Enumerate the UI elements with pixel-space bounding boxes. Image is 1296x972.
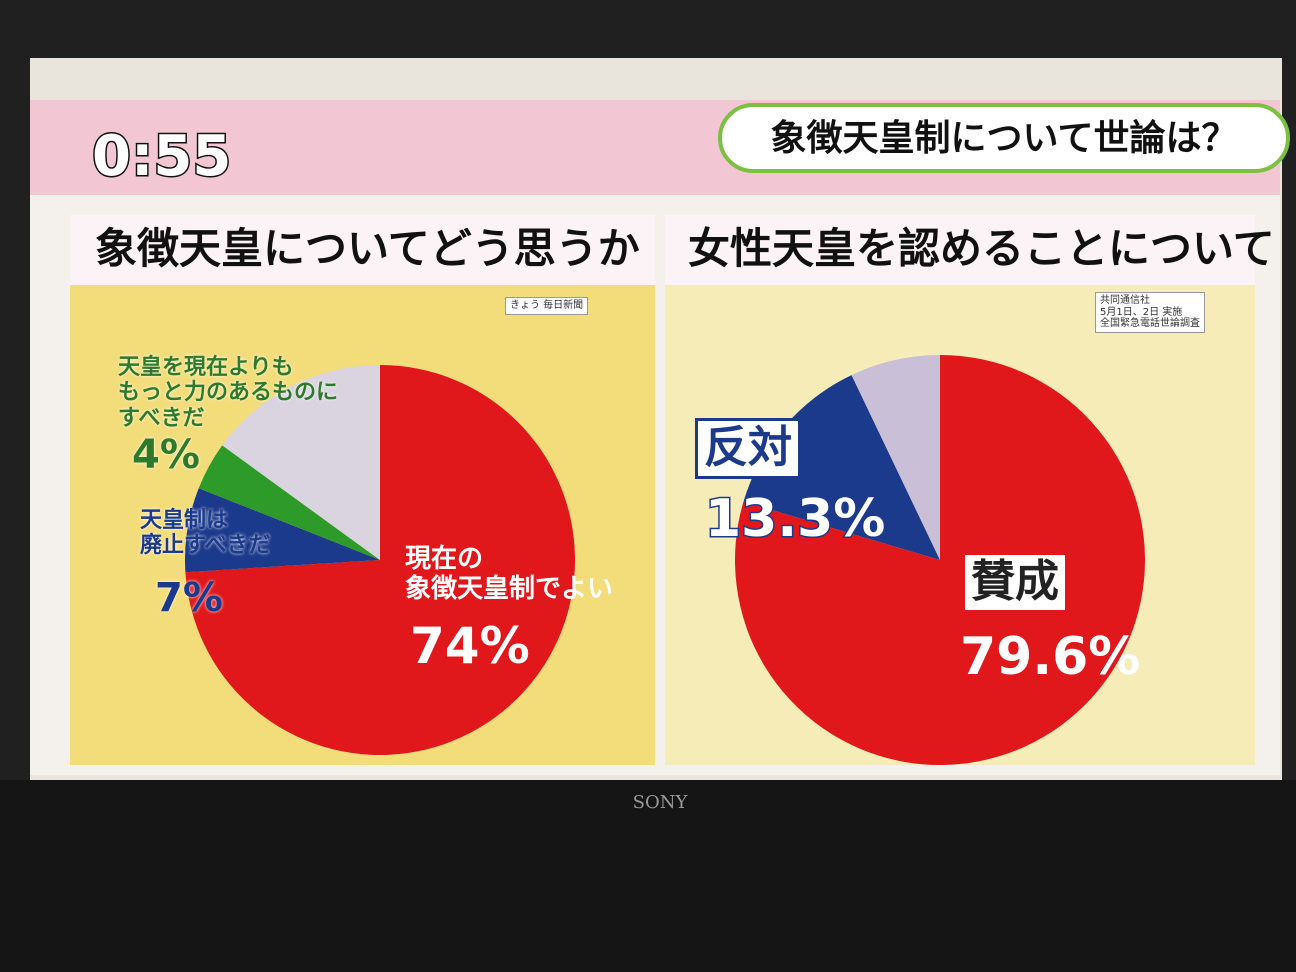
slice-label: 天皇制は 廃止すべきだ bbox=[140, 508, 271, 559]
value-label: 74% bbox=[410, 617, 530, 675]
pie-slice bbox=[735, 355, 1145, 765]
source: きょう 毎日新聞 bbox=[505, 297, 589, 315]
pie-slice bbox=[851, 355, 940, 560]
source: 共同通信社 5月1日、2日 実施 全国緊急電話世論調査 bbox=[1095, 292, 1205, 333]
brand: SONY bbox=[633, 792, 689, 813]
tv-bezel bbox=[0, 780, 1296, 972]
chart-title: 女性天皇を認めることについて bbox=[688, 224, 1275, 273]
header-box bbox=[665, 215, 1255, 285]
header-box bbox=[70, 215, 655, 285]
slice-label: 反対 bbox=[695, 418, 801, 479]
value-label: 7% bbox=[155, 575, 223, 621]
pie-slice bbox=[185, 365, 576, 755]
pie-slice bbox=[222, 365, 380, 560]
value-label: 4% bbox=[132, 432, 200, 478]
headline: 象徴天皇制について世論は？ bbox=[771, 118, 1238, 159]
value-label: 13.3% bbox=[703, 488, 886, 551]
slice-label: 現在の 象徴天皇制でよい bbox=[405, 544, 614, 604]
slice-label: 天皇を現在よりも もっと力のあるものに すべきだ bbox=[118, 355, 339, 431]
headline-box bbox=[718, 103, 1290, 173]
pie-slice bbox=[198, 445, 380, 560]
slice-label: 賛成 bbox=[965, 555, 1065, 610]
chart-title: 象徴天皇についてどう思うか bbox=[95, 224, 640, 273]
clock: 0:55 bbox=[92, 124, 231, 189]
pie-slice bbox=[185, 488, 380, 573]
value-label: 79.6% bbox=[960, 627, 1141, 687]
